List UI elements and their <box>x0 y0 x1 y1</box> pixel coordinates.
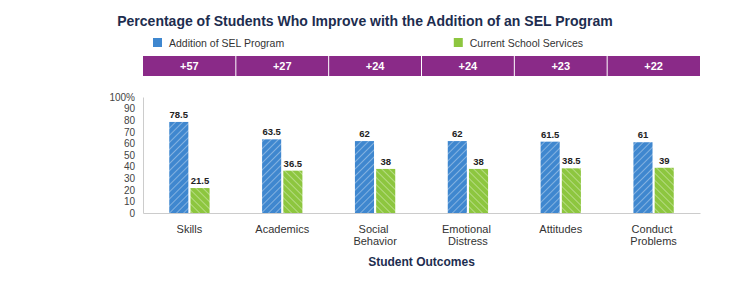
data-label: 21.5 <box>191 175 210 186</box>
y-tick: 10 <box>124 196 143 207</box>
annotation: +23 <box>551 60 570 72</box>
x-axis-line <box>144 213 701 214</box>
y-tick-label: 50 <box>124 150 136 161</box>
y-tick: 50 <box>124 150 143 161</box>
x-tick-label: Emotional Distress <box>442 223 494 248</box>
x-tick: Attitudes <box>539 213 582 235</box>
y-tick-label: 40 <box>124 161 136 172</box>
y-tick-label: 20 <box>124 185 136 196</box>
data-label: 38.5 <box>562 155 581 166</box>
data-label: 36.5 <box>284 158 303 169</box>
data-label: 63.5 <box>262 126 281 137</box>
x-tick-label: Social Behavior <box>353 223 397 248</box>
data-label: 78.5 <box>170 109 189 120</box>
annotation: +22 <box>644 60 663 72</box>
y-tick-label: 10 <box>124 196 136 207</box>
y-axis-line <box>143 98 144 214</box>
bar <box>262 139 281 213</box>
bars <box>169 122 673 213</box>
x-tick-line: Behavior <box>353 235 397 247</box>
x-tick: Emotional Distress <box>442 213 494 247</box>
banner-bg <box>143 56 700 76</box>
bar <box>190 188 209 213</box>
x-tick-line: Emotional <box>442 223 494 235</box>
bar <box>562 168 581 213</box>
legend-label: Addition of SEL Program <box>169 37 284 49</box>
legend-swatch <box>454 38 463 47</box>
y-tick: 100% <box>109 92 143 103</box>
bar <box>376 169 395 213</box>
y-tick: 0 <box>129 208 143 219</box>
legend-swatch <box>153 38 162 47</box>
y-tick-label: 30 <box>124 173 136 184</box>
y-tick: 40 <box>124 161 143 172</box>
y-axis: 0102030405060708090100% <box>109 92 143 219</box>
x-tick-line: Problems <box>630 235 677 247</box>
bar <box>655 168 674 213</box>
banner-divider <box>328 56 329 76</box>
banner-divider <box>514 56 515 76</box>
bar <box>169 122 188 213</box>
x-tick: Conduct Problems <box>630 213 677 247</box>
x-axis-title: Student Outcomes <box>368 255 475 269</box>
data-label: 61.5 <box>541 129 560 140</box>
data-labels: 78.5 63.5 62 62 61.5 61 21.5 36.5 38 38 38.5 39 <box>170 109 670 186</box>
banner-divider <box>421 56 422 76</box>
bar <box>283 171 302 213</box>
y-tick: 20 <box>124 185 143 196</box>
banner-divider <box>607 56 608 76</box>
y-tick-label: 0 <box>129 208 135 219</box>
data-label: 39 <box>659 155 670 166</box>
data-label: 62 <box>359 128 370 139</box>
bar <box>541 142 560 213</box>
chart: Percentage of Students Who Improve with … <box>0 0 730 281</box>
y-tick: 60 <box>124 138 143 149</box>
x-axis: Skills Academics Social Behavior Emotional … <box>144 213 701 247</box>
y-tick: 30 <box>124 173 143 184</box>
annotation: +24 <box>459 60 479 72</box>
legend: Addition of SEL Program Current School Se… <box>153 37 583 49</box>
data-label: 61 <box>638 129 649 140</box>
x-tick-label: Skills <box>177 223 203 235</box>
banner-divider <box>235 56 236 76</box>
bar <box>633 142 652 213</box>
y-tick-label: 60 <box>124 138 136 149</box>
data-label: 38 <box>473 156 484 167</box>
y-tick-label: 70 <box>124 127 136 138</box>
bar <box>355 141 374 213</box>
y-tick: 80 <box>124 115 143 126</box>
y-tick-label: 100% <box>109 92 135 103</box>
x-tick: Skills <box>177 213 203 235</box>
x-tick-line: Distress <box>448 235 488 247</box>
x-tick-line: Social <box>359 223 392 235</box>
data-label: 38 <box>380 156 391 167</box>
x-tick: Social Behavior <box>353 213 397 247</box>
y-tick-label: 90 <box>124 103 136 114</box>
x-tick-label: Academics <box>255 223 309 235</box>
banner: +57 +27 +24 +24 +23 +22 <box>143 56 700 76</box>
annotation: +24 <box>366 60 386 72</box>
x-tick: Academics <box>255 213 309 235</box>
y-tick: 90 <box>124 103 143 114</box>
bar <box>469 169 488 213</box>
data-label: 62 <box>452 128 463 139</box>
x-tick-line: Conduct <box>632 223 676 235</box>
title: Percentage of Students Who Improve with … <box>117 13 612 29</box>
x-tick-label: Attitudes <box>539 223 582 235</box>
annotation: +57 <box>180 60 199 72</box>
y-tick-label: 80 <box>124 115 136 126</box>
bar <box>448 141 467 213</box>
legend-label: Current School Services <box>470 37 583 49</box>
y-tick: 70 <box>124 127 143 138</box>
x-tick-label: Conduct Problems <box>630 223 677 248</box>
annotation: +27 <box>273 60 292 72</box>
